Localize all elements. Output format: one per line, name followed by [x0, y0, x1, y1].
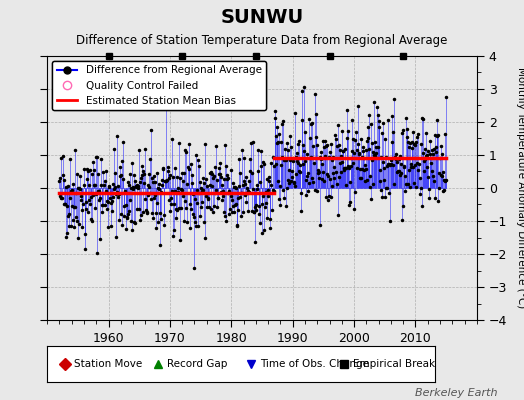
Text: Station Move: Station Move — [74, 359, 143, 369]
Legend: Difference from Regional Average, Quality Control Failed, Estimated Station Mean: Difference from Regional Average, Qualit… — [52, 61, 266, 110]
Text: SUNWU: SUNWU — [221, 8, 303, 27]
Text: Berkeley Earth: Berkeley Earth — [416, 388, 498, 398]
Text: Time of Obs. Change: Time of Obs. Change — [260, 359, 369, 369]
Y-axis label: Monthly Temperature Anomaly Difference (°C): Monthly Temperature Anomaly Difference (… — [517, 67, 524, 309]
Text: Record Gap: Record Gap — [167, 359, 228, 369]
Text: Difference of Station Temperature Data from Regional Average: Difference of Station Temperature Data f… — [77, 34, 447, 47]
Text: Empirical Break: Empirical Break — [354, 359, 435, 369]
